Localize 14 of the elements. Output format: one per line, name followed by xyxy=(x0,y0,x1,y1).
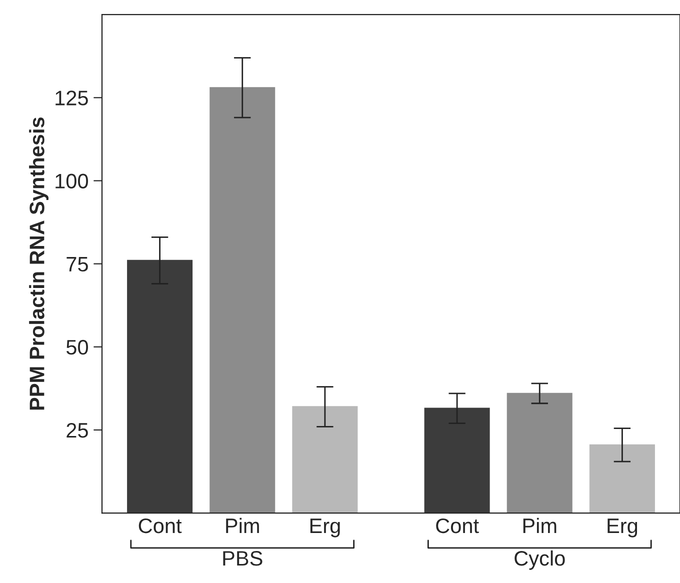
y-tick-label: 50 xyxy=(66,340,88,355)
x-tick-label: Erg xyxy=(310,518,340,538)
x-tick-label: Pim xyxy=(523,518,556,533)
x-tick-label: Cont xyxy=(138,518,182,534)
y-tick-label: 100 xyxy=(56,174,88,188)
x-tick-label: Erg xyxy=(608,518,638,538)
x-tick-label: Cont xyxy=(436,518,479,534)
y-tick-label: 75 xyxy=(66,257,88,272)
y-axis-title: PPM Prolactin RNA Synthesis xyxy=(29,117,48,410)
text: PBS xyxy=(223,550,262,566)
y-tick-label: 125 xyxy=(56,90,88,106)
y-tick-label: 25 xyxy=(66,422,88,438)
text: Cyclo xyxy=(514,550,565,570)
x-tick-label: Pim xyxy=(226,518,259,533)
